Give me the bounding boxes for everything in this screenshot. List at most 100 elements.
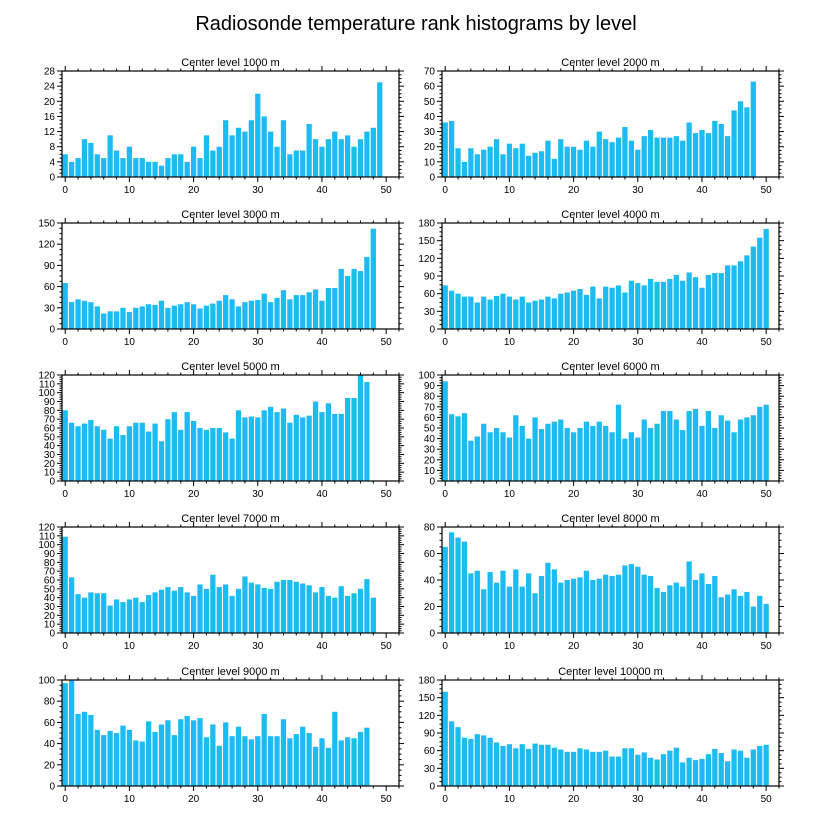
bar (493, 428, 500, 481)
bar (468, 738, 474, 786)
bar (596, 298, 602, 329)
bar (94, 306, 100, 329)
bar (312, 746, 319, 786)
bar (235, 588, 242, 633)
bar (737, 261, 744, 329)
panel-2: Center level 2000 m 0 10 20 30 40 50 60 70 0 10 20 3… (424, 57, 784, 196)
bar (635, 149, 641, 177)
bar (699, 758, 705, 786)
bar (255, 736, 261, 786)
y-tick-label: 40 (44, 739, 56, 750)
bar (725, 265, 731, 329)
bar (570, 290, 577, 329)
bar (287, 422, 293, 481)
bar (190, 595, 197, 633)
bar (69, 302, 75, 329)
bar (718, 753, 724, 786)
bar (705, 274, 712, 329)
bar (532, 593, 538, 633)
bar (210, 428, 216, 481)
bar (107, 605, 113, 633)
bar (481, 296, 487, 329)
bar (287, 154, 293, 177)
bar (351, 268, 357, 329)
bar (449, 532, 455, 633)
bar (680, 586, 686, 634)
y-tick-label: 60 (44, 282, 56, 293)
bar (654, 281, 660, 329)
x-tick-label: 20 (188, 185, 200, 196)
bar (660, 754, 667, 786)
x-tick-label: 50 (761, 337, 773, 348)
y-tick-label: 80 (44, 558, 56, 569)
bar (538, 299, 545, 329)
bar (692, 277, 699, 329)
bar (737, 419, 744, 481)
bar (113, 426, 120, 481)
bar (229, 135, 235, 177)
bar (171, 154, 177, 177)
bar (62, 410, 68, 481)
bar (242, 131, 248, 177)
y-tick-label: 60 (424, 289, 436, 300)
bar (468, 296, 474, 329)
y-tick-label: 180 (418, 219, 435, 230)
bar (757, 237, 763, 329)
bar (171, 412, 177, 481)
bar (532, 152, 538, 177)
bar (306, 585, 312, 633)
bar (210, 574, 216, 633)
x-tick-label: 0 (62, 641, 68, 652)
bar (609, 432, 615, 481)
bar (712, 576, 718, 633)
y-tick-label: 10 (424, 466, 436, 477)
panel-title: Center level 9000 m (181, 666, 279, 678)
y-tick-label: 30 (424, 764, 436, 775)
bar (75, 713, 81, 786)
bar (248, 120, 254, 177)
bar (139, 158, 145, 177)
bar (487, 299, 493, 329)
bar (158, 589, 165, 633)
y-tick-label: 80 (424, 392, 436, 403)
bar (62, 683, 68, 786)
bar (750, 606, 756, 633)
x-tick-label: 0 (62, 794, 68, 805)
bar (197, 718, 203, 786)
bar (564, 428, 570, 481)
bar (583, 421, 590, 481)
y-tick-label: 60 (44, 576, 56, 587)
bar (319, 300, 325, 329)
bar (113, 599, 120, 633)
x-tick-label: 30 (252, 641, 264, 652)
bar (280, 580, 287, 633)
bar (338, 139, 344, 177)
bar (590, 580, 596, 633)
bar (615, 137, 622, 177)
bar (763, 603, 769, 633)
x-tick-label: 40 (696, 185, 708, 196)
bar (583, 140, 590, 177)
bar (750, 246, 756, 329)
panel-4: Center level 4000 m 0 30 60 90 120 150 180 0 10 20… (418, 209, 784, 348)
bar (332, 288, 338, 329)
x-tick-label: 20 (568, 641, 580, 652)
bar (325, 403, 332, 481)
bar (487, 572, 493, 633)
bar (203, 135, 210, 177)
bar (267, 131, 274, 177)
x-tick-label: 0 (442, 641, 448, 652)
y-tick-label: 8 (49, 142, 55, 153)
bar (370, 228, 376, 329)
x-tick-label: 0 (62, 185, 68, 196)
bar (513, 748, 519, 786)
bar (107, 438, 113, 481)
y-tick-label: 40 (424, 434, 436, 445)
bar (596, 578, 602, 633)
y-tick-label: 110 (39, 379, 55, 390)
x-tick-label: 10 (504, 337, 516, 348)
x-tick-label: 50 (381, 489, 393, 500)
bar (306, 292, 312, 329)
bar (319, 146, 325, 177)
y-tick-label: 30 (424, 445, 436, 456)
